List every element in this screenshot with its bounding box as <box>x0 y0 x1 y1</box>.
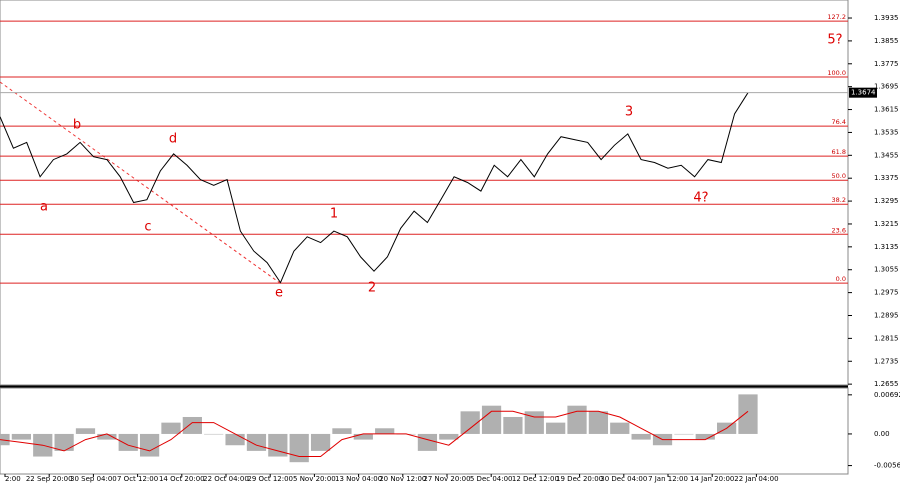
histogram-bar <box>268 433 288 457</box>
histogram-bar <box>118 433 138 451</box>
x-tick-label: 5 Dec 04:00 <box>470 475 513 483</box>
x-tick-label: 2:00 <box>5 475 21 483</box>
wave-label: d <box>169 132 177 147</box>
histogram-bar <box>161 422 181 434</box>
histogram-bar <box>375 428 395 434</box>
histogram-bar <box>503 416 523 434</box>
oscillator-panel <box>0 387 849 475</box>
histogram-bar <box>353 433 373 440</box>
y-tick-label: 1.3375 <box>874 174 899 182</box>
y-tick-label: 1.2655 <box>874 380 899 388</box>
x-tick-label: 14 Oct 20:00 <box>159 475 205 483</box>
x-tick-label: 20 Nov 12:00 <box>379 475 426 483</box>
histogram-bar <box>204 433 224 435</box>
y-tick-label: 1.3615 <box>874 106 899 114</box>
histogram-bar <box>439 433 459 440</box>
wave-label: e <box>275 286 283 301</box>
y-tick-label: 1.3535 <box>874 128 899 136</box>
histogram-bar <box>588 411 609 434</box>
price-line <box>0 92 749 284</box>
y-tick-label: 1.3695 <box>874 83 899 91</box>
last-price-box <box>849 87 877 98</box>
x-tick-label: 30 Sep 04:00 <box>70 475 117 483</box>
x-tick-label: 22 Sep 20:00 <box>26 475 73 483</box>
histogram-bar <box>11 433 31 440</box>
histogram-bar <box>460 411 480 434</box>
wave-label: c <box>144 220 151 235</box>
wave-label: 4? <box>693 191 708 206</box>
wave-label: b <box>73 118 81 133</box>
main-panel <box>0 0 849 386</box>
histogram-bar <box>332 428 352 434</box>
histogram-bar <box>54 433 74 451</box>
wave-label: 2 <box>368 281 376 296</box>
signal-line <box>0 410 749 457</box>
y-tick-label: 1.3455 <box>874 151 899 159</box>
y-tick-label: 1.3295 <box>874 197 899 205</box>
x-tick-label: 13 Nov 04:00 <box>335 475 382 483</box>
histogram-bar <box>75 428 96 434</box>
wave-label: 3 <box>625 105 633 120</box>
x-tick-label: 14 Jan 20:00 <box>690 475 734 483</box>
y-tick-label: 1.3855 <box>874 37 899 45</box>
histogram-bar <box>139 433 160 457</box>
y-tick-label: 1.3935 <box>874 14 899 22</box>
x-tick-label: 22 Jan 04:00 <box>734 475 778 483</box>
x-tick-label: 7 Jan 12:00 <box>648 475 688 483</box>
histogram-bar <box>246 433 267 451</box>
histogram-bar <box>567 405 587 434</box>
histogram-bar <box>0 433 10 446</box>
histogram-bar <box>417 433 438 451</box>
y2-tick-label: -0.0056 <box>874 462 900 470</box>
fib-label: 61.8 <box>832 148 846 156</box>
fib-label: 76.4 <box>832 118 846 126</box>
histogram-bar <box>481 405 502 434</box>
histogram-bar <box>546 422 566 434</box>
fib-label: 127.2 <box>827 13 846 21</box>
x-tick-label: 12 Dec 12:00 <box>512 475 559 483</box>
y-tick-label: 1.3775 <box>874 60 899 68</box>
y-tick-label: 1.3135 <box>874 243 899 251</box>
histogram-bar <box>738 394 758 434</box>
x-tick-label: 19 Dec 20:00 <box>556 475 603 483</box>
x-tick-label: 29 Oct 12:00 <box>247 475 293 483</box>
y-tick-label: 1.3055 <box>874 266 899 274</box>
histogram-bar <box>289 433 309 463</box>
fib-label: 23.6 <box>832 226 846 234</box>
last-price-label: 1.3674 <box>851 89 876 97</box>
x-tick-label: 30 Dec 04:00 <box>600 475 647 483</box>
histogram-bar <box>674 433 694 435</box>
wave-label: 1 <box>330 207 338 222</box>
x-tick-label: 7 Oct 12:00 <box>117 475 158 483</box>
histogram-bar <box>225 433 245 446</box>
fib-label: 100.0 <box>827 69 846 77</box>
histogram-bar <box>695 433 715 440</box>
histogram-bar <box>182 416 202 434</box>
histogram-bar <box>610 422 630 434</box>
y-tick-label: 1.2895 <box>874 311 899 319</box>
histogram-bar <box>97 433 117 440</box>
y-tick-label: 1.3215 <box>874 220 899 228</box>
y-tick-label: 1.2975 <box>874 289 899 297</box>
fib-label: 38.2 <box>832 196 846 204</box>
wave-label: 5? <box>827 33 842 48</box>
y-tick-label: 1.2815 <box>874 334 899 342</box>
y-tick-label: 1.2735 <box>874 357 899 365</box>
fib-label: 50.0 <box>832 172 846 180</box>
y2-tick-label: 0.00 <box>874 430 890 438</box>
x-tick-label: 22 Oct 04:00 <box>203 475 249 483</box>
wave-label: a <box>40 200 48 215</box>
y2-tick-label: 0.00692 <box>874 391 900 399</box>
fib-label: 0.0 <box>836 275 846 283</box>
x-tick-label: 27 Nov 20:00 <box>423 475 470 483</box>
histogram-bar <box>310 433 331 451</box>
x-tick-label: 5 Nov 20:00 <box>293 475 336 483</box>
histogram-bar <box>631 433 651 440</box>
